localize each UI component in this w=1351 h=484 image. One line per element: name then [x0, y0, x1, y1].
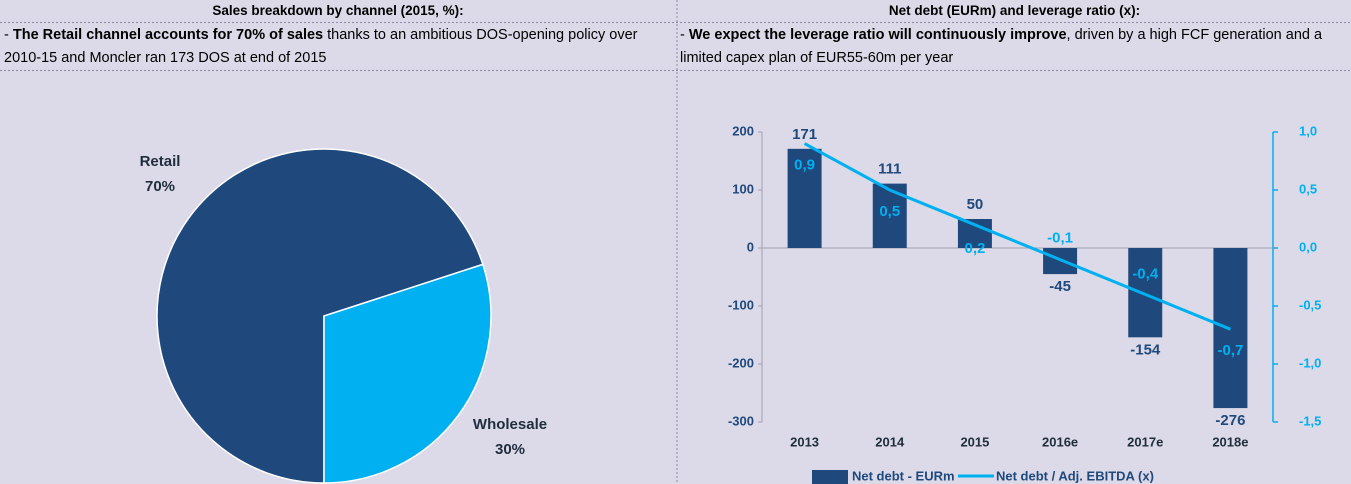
bar-value-label: 111 — [878, 161, 901, 178]
line — [803, 142, 1231, 331]
legend-label: Net debt / Adj. EBITDA (x) — [996, 468, 1154, 483]
text: , driven by a high FCF generation and a … — [680, 27, 1323, 66]
y-tick-label: 100 — [732, 181, 754, 196]
bar — [1128, 248, 1163, 338]
line-value-label: -0,1 — [1047, 230, 1073, 247]
y2-tick-label: -1,0 — [1299, 355, 1321, 370]
line-value-label: 0,2 — [964, 240, 985, 257]
x-tick-label: 2014 — [875, 434, 905, 449]
y-tick-label: 200 — [732, 123, 754, 138]
pie-slice — [323, 263, 492, 484]
y-tick-label: -200 — [728, 355, 754, 370]
legend-swatch — [812, 470, 848, 484]
legend-label: Net debt - EURm — [852, 468, 955, 483]
y-tick-label: 0 — [747, 239, 754, 254]
bar-value-label: 171 — [792, 126, 817, 143]
bar — [787, 148, 822, 248]
pie-value-label: 30% — [495, 441, 525, 458]
panel-text: - The Retail channel accounts for 70% of… — [4, 24, 676, 70]
line-value-label: 0,9 — [794, 157, 815, 174]
panel-header: Sales breakdown by channel (2015, %): — [212, 3, 464, 18]
y-tick-label: -100 — [728, 297, 754, 312]
y2-tick-label: 1,0 — [1299, 123, 1317, 138]
pie-label: Wholesale — [473, 416, 547, 433]
y2-tick-label: 0,5 — [1299, 181, 1317, 196]
panel-text: - We expect the leverage ratio will cont… — [680, 24, 1348, 70]
x-tick-label: 2017e — [1127, 434, 1163, 449]
pie-label: Retail — [140, 153, 181, 170]
y2-tick-label: 0,0 — [1299, 239, 1317, 254]
text: thanks to an ambitious DOS-opening polic… — [4, 27, 638, 66]
x-tick-label: 2015 — [960, 434, 989, 449]
bar-value-label: -45 — [1049, 278, 1071, 295]
panel-header: Net debt (EURm) and leverage ratio (x): — [888, 3, 1141, 18]
line-value-label: -0,7 — [1217, 342, 1243, 359]
pie-slice — [156, 148, 484, 484]
y2-tick-label: -1,5 — [1299, 413, 1321, 428]
pie-value-label: 70% — [145, 178, 175, 195]
bar-value-label: -276 — [1215, 412, 1245, 429]
bold-text: The Retail channel accounts for 70% of s… — [12, 27, 324, 43]
bar-value-label: -154 — [1130, 341, 1161, 358]
lead: - — [4, 27, 9, 43]
y-tick-label: -300 — [728, 413, 754, 428]
x-tick-label: 2016e — [1042, 434, 1078, 449]
lead: - — [680, 27, 685, 43]
y2-tick-label: -0,5 — [1299, 297, 1321, 312]
x-tick-label: 2018e — [1212, 434, 1248, 449]
bold-text: We expect the leverage ratio will contin… — [688, 27, 1067, 43]
line-value-label: 0,5 — [879, 203, 900, 220]
line-value-label: -0,4 — [1132, 265, 1159, 282]
x-tick-label: 2013 — [790, 434, 819, 449]
bar-value-label: 50 — [967, 196, 984, 213]
